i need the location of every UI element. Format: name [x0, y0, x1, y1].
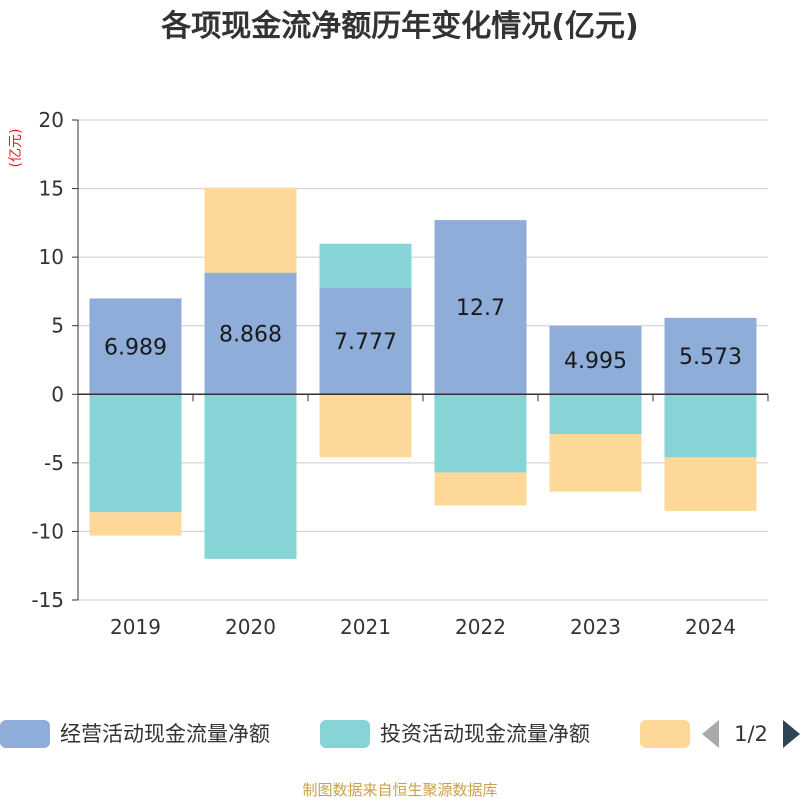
bar-2024-series-2: [664, 457, 757, 511]
legend-label-0: 经营活动现金流量净额: [60, 722, 270, 746]
y-tick-label: 0: [51, 382, 64, 406]
legend-prev-icon[interactable]: [702, 720, 719, 748]
bar-2021-series-2: [319, 394, 412, 458]
bar-2020-series-1: [204, 394, 297, 559]
bar-2021-series-1: [319, 243, 412, 288]
legend-swatch-0: [0, 720, 50, 748]
legend-page-indicator: 1/2: [734, 722, 768, 746]
bar-2023-series-0: [549, 325, 642, 395]
legend-label-1: 投资活动现金流量净额: [380, 722, 590, 746]
x-tick-label: 2023: [570, 615, 621, 639]
bar-2022-series-2: [434, 472, 527, 506]
x-tick-label: 2021: [340, 615, 391, 639]
bar-2024-series-1: [664, 394, 757, 458]
data-label-2022: 12.7: [456, 296, 505, 321]
data-label-2019: 6.989: [104, 335, 167, 360]
bar-2023-series-1: [549, 394, 642, 435]
bar-2022-series-0: [434, 220, 527, 395]
y-axis-label: (亿元): [8, 129, 24, 168]
x-tick-label: 2022: [455, 615, 506, 639]
y-tick-label: 15: [39, 177, 64, 201]
x-tick-label: 2019: [110, 615, 161, 639]
y-tick-label: -15: [31, 588, 64, 612]
grid-lines: [78, 119, 768, 601]
x-tick-label: 2024: [685, 615, 736, 639]
bar-2019-series-0: [89, 298, 182, 395]
y-tick-label: 20: [39, 108, 64, 132]
data-label-2023: 4.995: [564, 349, 627, 374]
source-note: 制图数据来自恒生聚源数据库: [302, 781, 497, 799]
data-label-2020: 8.868: [219, 322, 282, 347]
bar-2019-series-2: [89, 512, 182, 536]
bar-2022-series-1: [434, 394, 527, 473]
bar-2023-series-2: [549, 434, 642, 492]
legend-swatch-2: [640, 720, 690, 748]
bar-2019-series-1: [89, 394, 182, 513]
legend-swatch-1: [320, 720, 370, 748]
y-tick-label: -5: [44, 451, 64, 475]
data-label-2021: 7.777: [334, 330, 397, 355]
bar-2024-series-0: [664, 317, 757, 395]
y-tick-label: 5: [51, 314, 64, 338]
data-labels: 6.989 8.868 7.777 12.7 4.995 5.573: [104, 296, 742, 374]
y-tick-label: 10: [39, 245, 64, 269]
data-label-2024: 5.573: [679, 345, 742, 370]
axes: -15 -10 -5 0 5 10 15 20 2019 2020 2021 2022 2023 2024: [31, 108, 769, 639]
x-tick-label: 2020: [225, 615, 276, 639]
legend-next-icon[interactable]: [783, 720, 800, 748]
chart-title: 各项现金流净额历年变化情况(亿元): [160, 9, 638, 44]
legend: 经营活动现金流量净额 投资活动现金流量净额 1/2: [0, 720, 800, 748]
bar-2020-series-0: [204, 272, 297, 395]
y-tick-label: -10: [31, 519, 64, 543]
bar-2021-series-0: [319, 287, 412, 395]
bar-series: [89, 187, 757, 559]
bar-2020-series-2: [204, 187, 297, 273]
